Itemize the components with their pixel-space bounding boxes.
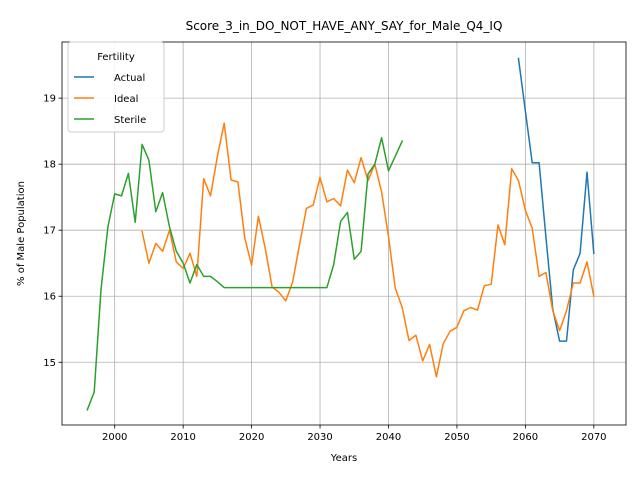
- x-tick-label: 2050: [444, 432, 469, 443]
- legend-title: Fertility: [97, 52, 135, 63]
- legend-label-actual: Actual: [114, 73, 145, 84]
- y-tick-label: 15: [43, 358, 56, 369]
- chart-title: Score_3_in_DO_NOT_HAVE_ANY_SAY_for_Male_…: [186, 19, 503, 33]
- legend: Fertility Actual Ideal Sterile: [67, 41, 165, 133]
- legend-label-ideal: Ideal: [114, 94, 138, 105]
- y-tick-label: 18: [43, 160, 56, 171]
- legend-items: Actual Ideal Sterile: [74, 73, 146, 126]
- series-line-sterile: [86, 137, 404, 411]
- y-axis-title: % of Male Population: [16, 181, 27, 286]
- x-tick-label: 2070: [581, 432, 606, 443]
- x-axis-title: Years: [330, 453, 357, 464]
- y-tick-label: 19: [43, 94, 56, 105]
- legend-box: [67, 41, 165, 133]
- tick-layer: 2000 2010 2020 2030 2040 2050 2060 2070 15 16 17 18…: [43, 94, 606, 443]
- legend-label-sterile: Sterile: [114, 115, 146, 126]
- x-tick-label: 2060: [513, 432, 538, 443]
- x-tick-label: 2040: [376, 432, 401, 443]
- y-tick-label: 16: [43, 292, 56, 303]
- x-tick-label: 2010: [170, 432, 195, 443]
- y-tick-label: 17: [43, 226, 56, 237]
- x-tick-label: 2000: [102, 432, 127, 443]
- series-line-actual: [517, 57, 595, 342]
- x-tick-label: 2030: [307, 432, 332, 443]
- series-layer: [86, 57, 595, 411]
- plot-frame: [61, 41, 627, 426]
- x-tick-label: 2020: [239, 432, 264, 443]
